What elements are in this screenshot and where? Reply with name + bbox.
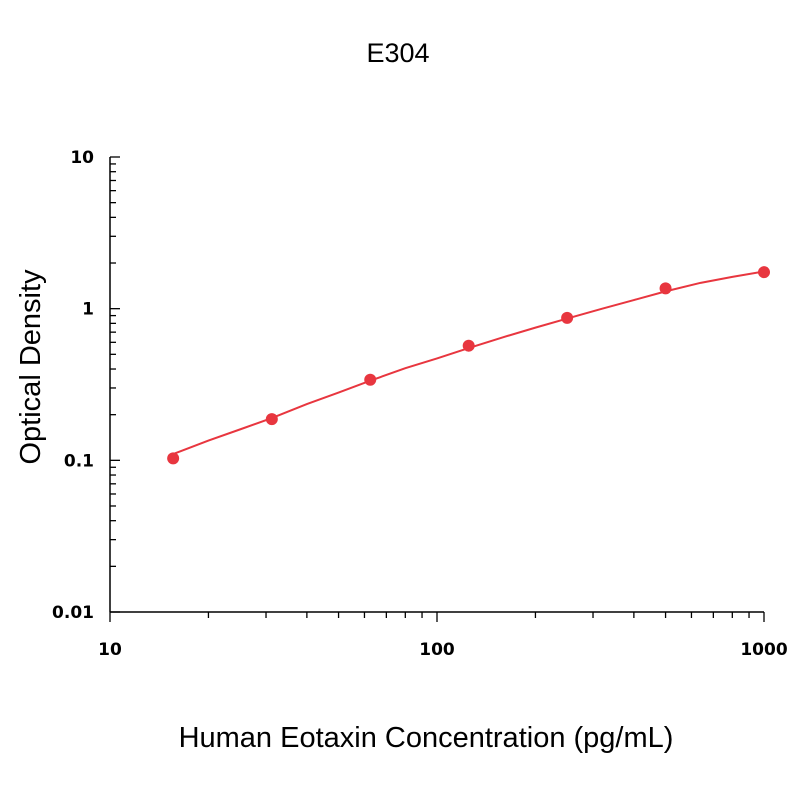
data-point xyxy=(265,413,278,426)
y-tick-label: 0.1 xyxy=(64,451,94,471)
y-tick-label: 0.01 xyxy=(52,603,94,623)
data-point xyxy=(758,266,770,279)
data-point xyxy=(659,282,672,295)
data-point xyxy=(167,452,180,465)
data-point xyxy=(364,373,377,386)
data-point xyxy=(561,311,574,324)
y-tick-label: 1 xyxy=(82,300,94,320)
y-ticks xyxy=(110,156,120,613)
axes xyxy=(109,157,764,613)
x-tick-label: 1000 xyxy=(740,640,787,660)
x-axis-label: Human Eotaxin Concentration (pg/mL) xyxy=(179,722,674,754)
x-ticks xyxy=(109,612,765,622)
y-axis-label: Optical Density xyxy=(15,269,47,465)
data-point xyxy=(462,339,475,352)
x-tick-label: 10 xyxy=(98,640,122,660)
chart-title: E304 xyxy=(366,38,429,68)
y-tick-labels: 0.01 0.1 1 10 xyxy=(52,148,94,623)
data-points xyxy=(167,266,770,465)
x-tick-label: 100 xyxy=(419,640,455,660)
x-tick-labels: 10 100 1000 xyxy=(98,640,788,660)
fit-curve xyxy=(172,270,765,455)
y-tick-label: 10 xyxy=(70,148,94,168)
